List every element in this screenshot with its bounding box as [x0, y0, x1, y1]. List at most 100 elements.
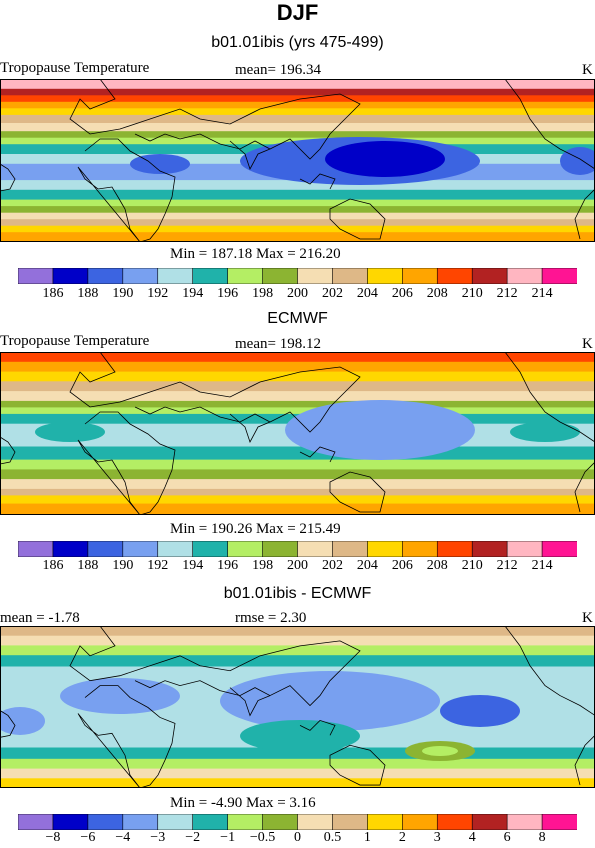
colorbar-tick-label: 214 — [531, 286, 553, 301]
colorbar-tick-label: −1 — [220, 830, 236, 845]
colorbar-swatch — [541, 814, 577, 830]
panel1-map — [0, 79, 595, 242]
colorbar-tick-label: −3 — [150, 830, 166, 845]
colorbar-swatch — [262, 541, 299, 557]
panel1-min-max: Min = 187.18 Max = 216.20 — [170, 246, 341, 262]
colorbar-swatch — [18, 268, 54, 284]
colorbar-swatch — [122, 814, 159, 830]
colorbar-swatch — [297, 541, 334, 557]
colorbar-tick-label: 200 — [287, 286, 308, 301]
colorbar-tick-label: 208 — [426, 558, 448, 573]
panel1-colorbar — [18, 268, 577, 284]
colorbar-swatch — [262, 268, 299, 284]
panel1-mean-label: mean= 196.34 — [235, 62, 321, 78]
colorbar-swatch — [87, 541, 124, 557]
panel2-map — [0, 352, 595, 515]
panel2-title: ECMWF — [267, 310, 328, 327]
colorbar-tick-label: 0.5 — [323, 830, 342, 845]
colorbar-tick-label: 214 — [531, 558, 553, 573]
colorbar-tick-label: 198 — [252, 558, 274, 573]
panel3-units: K — [582, 610, 593, 626]
colorbar-tick-label: 190 — [112, 558, 134, 573]
colorbar-swatch — [367, 541, 403, 557]
colorbar-swatch — [122, 541, 159, 557]
panel2-mean-label: mean= 198.12 — [235, 336, 321, 352]
colorbar-tick-label: 192 — [147, 286, 169, 301]
colorbar-tick-label: 194 — [182, 286, 204, 301]
colorbar-tick-label: 3 — [433, 830, 441, 845]
colorbar-tick-label: −2 — [185, 830, 201, 845]
colorbar-swatch — [332, 814, 368, 830]
colorbar-swatch — [506, 268, 543, 284]
colorbar-swatch — [157, 814, 194, 830]
colorbar-tick-label: 212 — [496, 558, 518, 573]
colorbar-swatch — [227, 814, 264, 830]
colorbar-swatch — [192, 814, 229, 830]
panel2-colorbar-ticks: 186 188 190 192 194 196 198 200 202 204 206 208 210 2… — [18, 558, 577, 576]
colorbar-swatch — [506, 814, 543, 830]
colorbar-swatch — [262, 814, 299, 830]
colorbar-tick-label: 186 — [42, 558, 64, 573]
colorbar-swatch — [297, 814, 334, 830]
panel3-rmse-label: rmse = 2.30 — [235, 610, 307, 626]
colorbar-swatch — [402, 268, 438, 284]
colorbar-swatch — [471, 268, 508, 284]
colorbar-tick-label: 2 — [398, 830, 406, 845]
colorbar-swatch — [471, 541, 508, 557]
panel3-title: b01.01ibis - ECMWF — [223, 585, 372, 602]
colorbar-swatch — [367, 268, 403, 284]
colorbar-tick-label: 188 — [77, 286, 99, 301]
colorbar-swatch — [227, 268, 264, 284]
colorbar-tick-label: 200 — [287, 558, 308, 573]
colorbar-tick-label: 8 — [538, 830, 546, 845]
colorbar-tick-label: 198 — [252, 286, 274, 301]
colorbar-tick-label: 206 — [391, 286, 413, 301]
colorbar-swatch — [541, 268, 577, 284]
panel2-colorbar — [18, 541, 577, 557]
colorbar-tick-label: 188 — [77, 558, 99, 573]
colorbar-swatch — [402, 541, 438, 557]
colorbar-tick-label: 192 — [147, 558, 169, 573]
colorbar-tick-label: 204 — [356, 558, 378, 573]
colorbar-tick-label: 202 — [321, 286, 343, 301]
colorbar-swatch — [436, 268, 473, 284]
colorbar-tick-label: −4 — [115, 830, 131, 845]
panel1-colorbar-ticks: 186 188 190 192 194 196 198 200 202 204 206 208 210 2… — [18, 286, 577, 304]
colorbar-swatch — [297, 268, 334, 284]
colorbar-swatch — [122, 268, 159, 284]
panel1-title: b01.01ibis (yrs 475-499) — [211, 34, 384, 51]
colorbar-tick-label: 4 — [468, 830, 476, 845]
colorbar-swatch — [87, 268, 124, 284]
colorbar-tick-label: 212 — [496, 286, 518, 301]
page-title: DJF — [276, 0, 319, 25]
panel1-units: K — [582, 62, 593, 78]
panel3-mean-label: mean = -1.78 — [0, 610, 80, 626]
colorbar-swatch — [157, 541, 194, 557]
panel3-colorbar-ticks: −8 −6 −4 −3 −2 −1 −0.5 0 0.5 1 2 3 4 6 8 — [18, 830, 577, 848]
colorbar-swatch — [192, 541, 229, 557]
colorbar-tick-label: 206 — [391, 558, 413, 573]
colorbar-tick-label: 190 — [112, 286, 134, 301]
colorbar-swatch — [18, 541, 54, 557]
colorbar-tick-label: −6 — [80, 830, 96, 845]
colorbar-tick-label: 202 — [321, 558, 343, 573]
colorbar-swatch — [52, 814, 89, 830]
colorbar-tick-label: 1 — [363, 830, 371, 845]
colorbar-swatch — [436, 814, 473, 830]
colorbar-tick-label: 0 — [294, 830, 301, 845]
panel1-variable-label: Tropopause Temperature — [0, 60, 150, 76]
colorbar-swatch — [157, 268, 194, 284]
colorbar-tick-label: −8 — [45, 830, 61, 845]
colorbar-tick-label: 186 — [42, 286, 64, 301]
colorbar-swatch — [332, 268, 368, 284]
colorbar-swatch — [52, 541, 89, 557]
colorbar-tick-label: 196 — [217, 286, 239, 301]
colorbar-tick-label: 194 — [182, 558, 204, 573]
panel3-min-max: Min = -4.90 Max = 3.16 — [170, 795, 316, 811]
colorbar-tick-label: 6 — [503, 830, 511, 845]
colorbar-tick-label: −0.5 — [249, 830, 276, 845]
colorbar-swatch — [506, 541, 543, 557]
colorbar-swatch — [541, 541, 577, 557]
panel3-map — [0, 626, 595, 788]
colorbar-tick-label: 210 — [461, 558, 483, 573]
